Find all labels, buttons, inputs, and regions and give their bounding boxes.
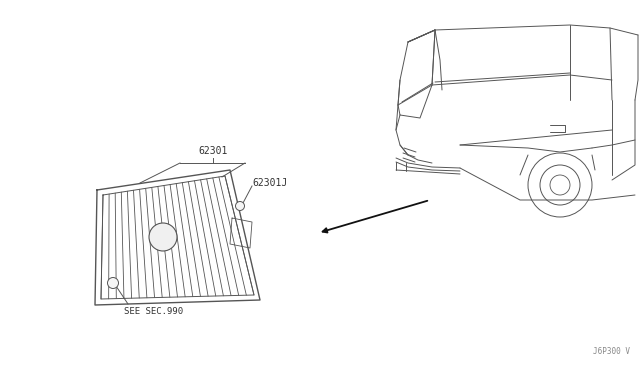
Text: 62301: 62301 [198, 146, 228, 156]
Text: 62301J: 62301J [252, 178, 287, 188]
Circle shape [236, 202, 244, 211]
Circle shape [149, 223, 177, 251]
Text: SEE SEC.990: SEE SEC.990 [124, 307, 183, 316]
Text: J6P300 V: J6P300 V [593, 347, 630, 356]
Circle shape [108, 278, 118, 289]
